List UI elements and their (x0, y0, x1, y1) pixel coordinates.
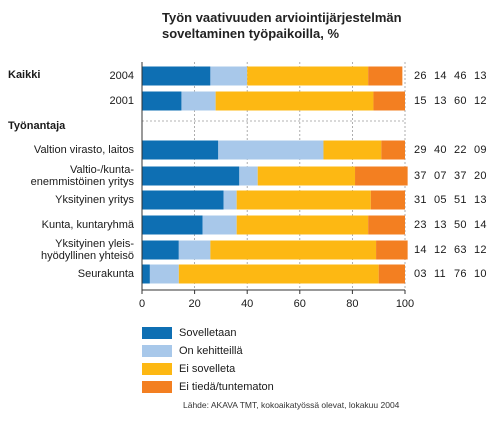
value-label-row1-2: 60 (454, 95, 467, 107)
legend-item-0: Sovelletaan (142, 326, 237, 340)
legend-label: Ei tiedä/tuntematon (179, 381, 274, 393)
legend-swatch (142, 327, 172, 339)
bar-row4-ei-sovelleta (236, 190, 371, 210)
x-tick-label-20: 20 (188, 298, 200, 310)
value-label-row6-3: 12 (474, 244, 487, 256)
legend-label: Sovelletaan (179, 327, 237, 339)
bar-row7-ei-tied-tuntematon (378, 264, 405, 284)
bar-row5-ei-sovelleta (236, 215, 369, 235)
value-label-row3-1: 07 (434, 170, 447, 182)
x-tick-label-40: 40 (241, 298, 253, 310)
value-label-row6-2: 63 (454, 244, 467, 256)
bar-row2-ei-tied-tuntematon (381, 140, 405, 160)
value-label-row1-3: 12 (474, 95, 487, 107)
bar-row1-on-kehitteill- (181, 91, 216, 111)
legend-swatch (142, 363, 172, 375)
value-label-row5-3: 14 (474, 219, 487, 231)
value-label-row4-2: 51 (454, 194, 467, 206)
bar-row2-ei-sovelleta (323, 140, 382, 160)
value-label-row3-2: 37 (454, 170, 467, 182)
bar-row0-on-kehitteill- (210, 66, 248, 86)
bar-row4-sovelletaan (142, 190, 224, 210)
bar-row2-sovelletaan (142, 140, 219, 160)
bar-row6-ei-sovelleta (210, 240, 377, 260)
value-label-row5-2: 50 (454, 219, 467, 231)
value-label-row1-0: 15 (414, 95, 427, 107)
bar-row5-sovelletaan (142, 215, 203, 235)
row-label-1: 2001 (109, 95, 134, 107)
x-tick-label-100: 100 (396, 298, 414, 310)
legend-item-1: On kehitteillä (142, 344, 243, 358)
chart-title-line-2: soveltaminen työpaikoilla, % (162, 26, 339, 41)
legend-swatch (142, 381, 172, 393)
value-label-row3-0: 37 (414, 170, 427, 182)
bar-row4-on-kehitteill- (223, 190, 237, 210)
bar-row7-ei-sovelleta (178, 264, 379, 284)
source-note: Lähde: AKAVA TMT, kokoaikatyössä olevat,… (183, 400, 400, 410)
group-label-1: Työnantaja (8, 120, 66, 132)
legend-label: Ei sovelleta (179, 363, 236, 375)
bar-row3-ei-sovelleta (257, 166, 356, 186)
bar-row1-ei-sovelleta (215, 91, 374, 111)
value-label-row4-3: 13 (474, 194, 487, 206)
value-label-row6-0: 14 (414, 244, 427, 256)
bar-row5-on-kehitteill- (202, 215, 237, 235)
value-label-row7-2: 76 (454, 268, 467, 280)
value-label-row3-3: 20 (474, 170, 487, 182)
value-label-row5-0: 23 (414, 219, 427, 231)
value-label-row6-1: 12 (434, 244, 447, 256)
x-tick-label-80: 80 (346, 298, 358, 310)
value-label-row7-1: 11 (434, 268, 446, 280)
value-label-row1-1: 13 (434, 95, 447, 107)
value-label-row2-2: 22 (454, 144, 467, 156)
row-label-4: Yksityinen yritys (55, 194, 134, 206)
legend-swatch (142, 345, 172, 357)
bar-row2-on-kehitteill- (218, 140, 324, 160)
x-tick-label-0: 0 (139, 298, 145, 310)
bar-row3-ei-tied-tuntematon (355, 166, 408, 186)
bar-row5-ei-tied-tuntematon (368, 215, 405, 235)
bar-row6-sovelletaan (142, 240, 179, 260)
value-label-row5-1: 13 (434, 219, 447, 231)
value-label-row2-0: 29 (414, 144, 427, 156)
value-label-row4-0: 31 (414, 194, 427, 206)
bar-row0-sovelletaan (142, 66, 211, 86)
bar-row3-on-kehitteill- (239, 166, 258, 186)
value-label-row0-0: 26 (414, 70, 427, 82)
row-label-3: Valtio-/kunta-enemmistöinen yritys (30, 164, 134, 188)
legend-item-2: Ei sovelleta (142, 362, 235, 376)
x-tick-label-60: 60 (294, 298, 306, 310)
value-label-row2-3: 09 (474, 144, 487, 156)
bar-row0-ei-sovelleta (247, 66, 369, 86)
value-label-row0-2: 46 (454, 70, 467, 82)
bar-row4-ei-tied-tuntematon (370, 190, 405, 210)
group-label-0: Kaikki (8, 69, 41, 81)
bar-row1-ei-tied-tuntematon (373, 91, 405, 111)
row-label-7: Seurakunta (77, 268, 134, 280)
bar-row6-on-kehitteill- (178, 240, 211, 260)
bar-row1-sovelletaan (142, 91, 182, 111)
value-label-row7-0: 03 (414, 268, 427, 280)
bar-row7-sovelletaan (142, 264, 150, 284)
bar-row3-sovelletaan (142, 166, 240, 186)
value-label-row2-1: 40 (434, 144, 447, 156)
legend-item-3: Ei tiedä/tuntematon (142, 380, 274, 394)
value-label-row4-1: 05 (434, 194, 447, 206)
value-label-row0-3: 13 (474, 70, 487, 82)
row-label-2: Valtion virasto, laitos (33, 144, 134, 156)
chart-title-line-1: Työn vaativuuden arviointijärjestelmän (162, 10, 402, 25)
bar-row0-ei-tied-tuntematon (368, 66, 403, 86)
bar-row6-ei-tied-tuntematon (376, 240, 408, 260)
legend-label: On kehitteillä (179, 345, 243, 357)
row-label-0: 2004 (109, 70, 134, 82)
value-label-row0-1: 14 (434, 70, 447, 82)
bar-row7-on-kehitteill- (149, 264, 179, 284)
value-label-row7-3: 10 (474, 268, 487, 280)
row-label-6: Yksityinen yleis-hyödyllinen yhteisö (41, 238, 134, 262)
row-label-5: Kunta, kuntaryhmä (41, 219, 134, 231)
